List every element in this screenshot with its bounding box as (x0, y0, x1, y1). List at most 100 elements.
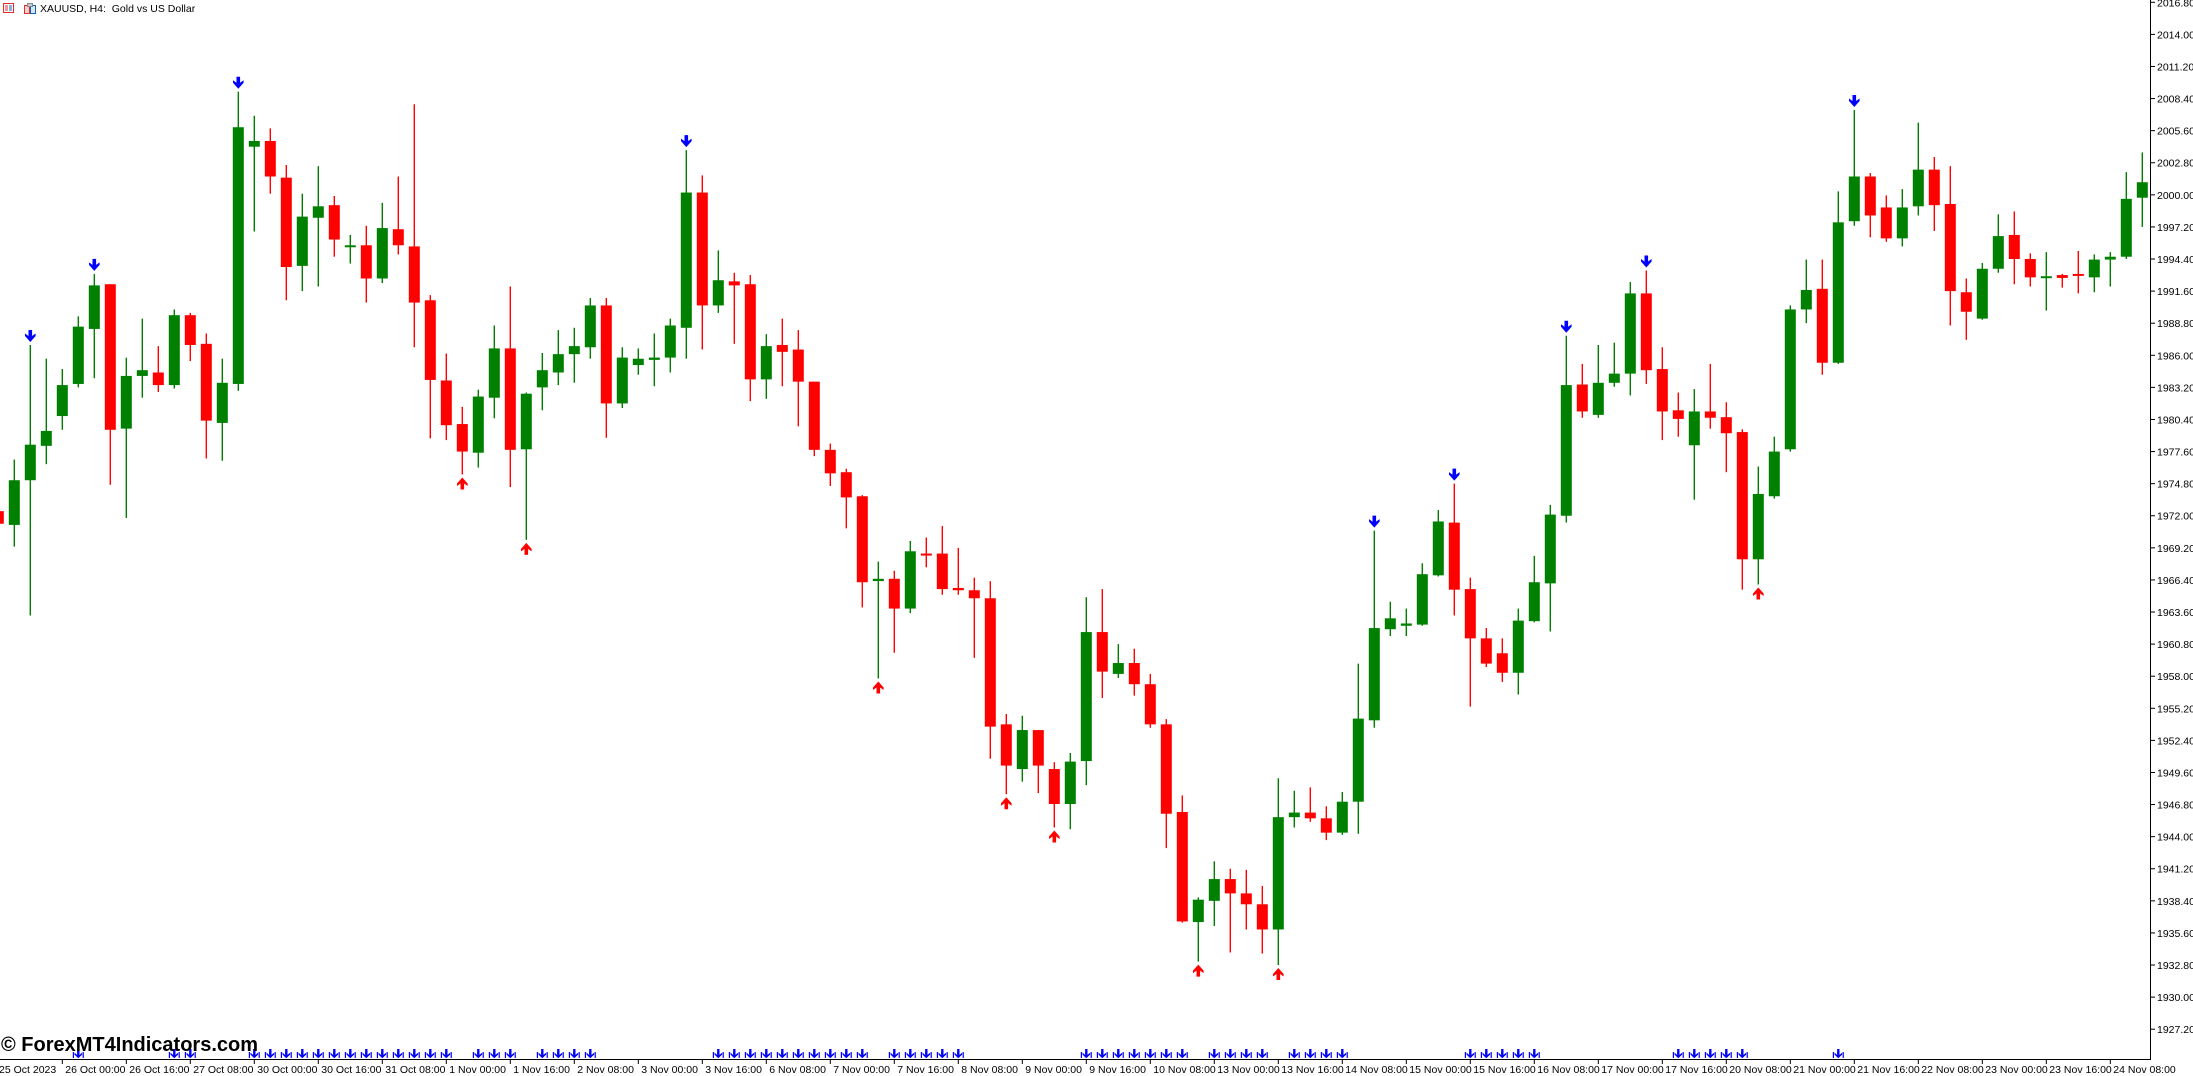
candle (1544, 504, 1556, 632)
bottom-marker-arrow-icon (1512, 1049, 1524, 1059)
bottom-marker-arrow-icon (1112, 1049, 1124, 1059)
candle (408, 104, 420, 348)
time-tick-label: 15 Nov 00:00 (1409, 1064, 1472, 1076)
chart-list-icon[interactable] (3, 3, 14, 13)
candle-body (1512, 620, 1524, 673)
time-tick-label: 14 Nov 08:00 (1345, 1064, 1408, 1076)
candle (1832, 191, 1844, 364)
candle (1944, 166, 1956, 326)
candle-body (1576, 384, 1588, 412)
time-tick-label: 17 Nov 00:00 (1601, 1064, 1664, 1076)
candle (1752, 466, 1764, 585)
candle-body (1624, 293, 1636, 374)
time-tick-label: 20 Nov 08:00 (1729, 1064, 1792, 1076)
time-tick-label: 21 Nov 16:00 (1857, 1064, 1920, 1076)
candle-body (1848, 176, 1860, 222)
candle-body (728, 281, 740, 286)
signal-arrows-layer (25, 76, 1860, 981)
candle-body (280, 177, 292, 268)
candle (728, 272, 740, 344)
bottom-marker-arrow-icon (1736, 1049, 1748, 1059)
candle (200, 333, 212, 459)
price-tick-label: 1986.00 (2157, 350, 2193, 362)
candle-body (920, 553, 932, 556)
candle (472, 389, 484, 468)
candle-body (1016, 730, 1028, 770)
candle (488, 325, 500, 419)
watermark: © ForexMT4Indicators.com (1, 1034, 258, 1056)
candle (1688, 389, 1700, 500)
candle-body (904, 551, 916, 609)
candle-body (536, 370, 548, 388)
candle (2024, 253, 2036, 287)
candle-body (648, 357, 660, 360)
candle-body (1832, 222, 1844, 363)
candle (1784, 305, 1796, 452)
time-tick-label: 13 Nov 00:00 (1217, 1064, 1280, 1076)
candle (1272, 778, 1284, 966)
candle-body (88, 285, 100, 329)
candle (312, 166, 324, 287)
candle-body (360, 245, 372, 279)
time-tick-label: 15 Nov 16:00 (1473, 1064, 1536, 1076)
candle (504, 286, 516, 488)
chart-window-icon[interactable] (24, 3, 36, 14)
candle (1448, 483, 1460, 616)
candle (1704, 363, 1716, 429)
candle (296, 193, 308, 292)
candle-body (664, 325, 676, 358)
bottom-marker-arrow-icon (792, 1049, 804, 1059)
candle (2040, 252, 2052, 311)
candle-body (824, 449, 836, 474)
buy-signal-arrow-up-icon (521, 542, 532, 555)
candle-body (1416, 574, 1428, 625)
time-axis[interactable]: 25 Oct 2023 26 Oct 00:00 26 Oct 16:00 27 Oc… (0, 1059, 2176, 1076)
candle-body (136, 370, 148, 376)
candle (600, 297, 612, 438)
candle-body (776, 344, 788, 352)
candle-body (488, 348, 500, 398)
candle-body (1096, 632, 1108, 672)
candle-body (968, 590, 980, 599)
candle (360, 225, 372, 303)
candle (184, 312, 196, 362)
candle (584, 297, 596, 359)
bottom-marker-arrow-icon (1256, 1049, 1268, 1059)
candle (520, 392, 532, 540)
price-tick-label: 1946.80 (2157, 800, 2193, 812)
sell-signal-arrow-down-icon (233, 76, 244, 89)
candle (1912, 122, 1924, 216)
candle-body (1000, 724, 1012, 766)
bottom-marker-arrow-icon (552, 1049, 564, 1059)
candle-body (424, 300, 436, 380)
bottom-marker-arrow-icon (584, 1049, 596, 1059)
candle (328, 195, 340, 257)
candle-body (888, 578, 900, 609)
bottom-marker-arrow-icon (1464, 1049, 1476, 1059)
candle-body (24, 444, 36, 481)
candle (424, 295, 436, 439)
time-tick-label: 2 Nov 08:00 (577, 1064, 634, 1076)
price-axis[interactable]: 2016.80 2014.00 2011.20 2008.40 2005.60 2002.… (2150, 0, 2193, 1036)
candle (72, 316, 84, 388)
candle (1128, 648, 1140, 696)
time-tick-label: 30 Oct 00:00 (257, 1064, 317, 1076)
bottom-marker-arrow-icon (1160, 1049, 1172, 1059)
candle-body (1976, 268, 1988, 319)
candle-body (2056, 275, 2068, 278)
candle-body (808, 381, 820, 450)
candle-body (1176, 812, 1188, 922)
candle (1352, 663, 1364, 834)
candle-body (792, 349, 804, 382)
bottom-marker-arrow-icon (280, 1049, 292, 1059)
candle-body (504, 348, 516, 450)
candle (664, 318, 676, 373)
bottom-marker-arrow-icon (328, 1049, 340, 1059)
candle-body (152, 372, 164, 386)
candle-body (2072, 273, 2084, 276)
candle-body (1480, 638, 1492, 664)
time-tick-label: 1 Nov 16:00 (513, 1064, 570, 1076)
candle-body (472, 396, 484, 453)
